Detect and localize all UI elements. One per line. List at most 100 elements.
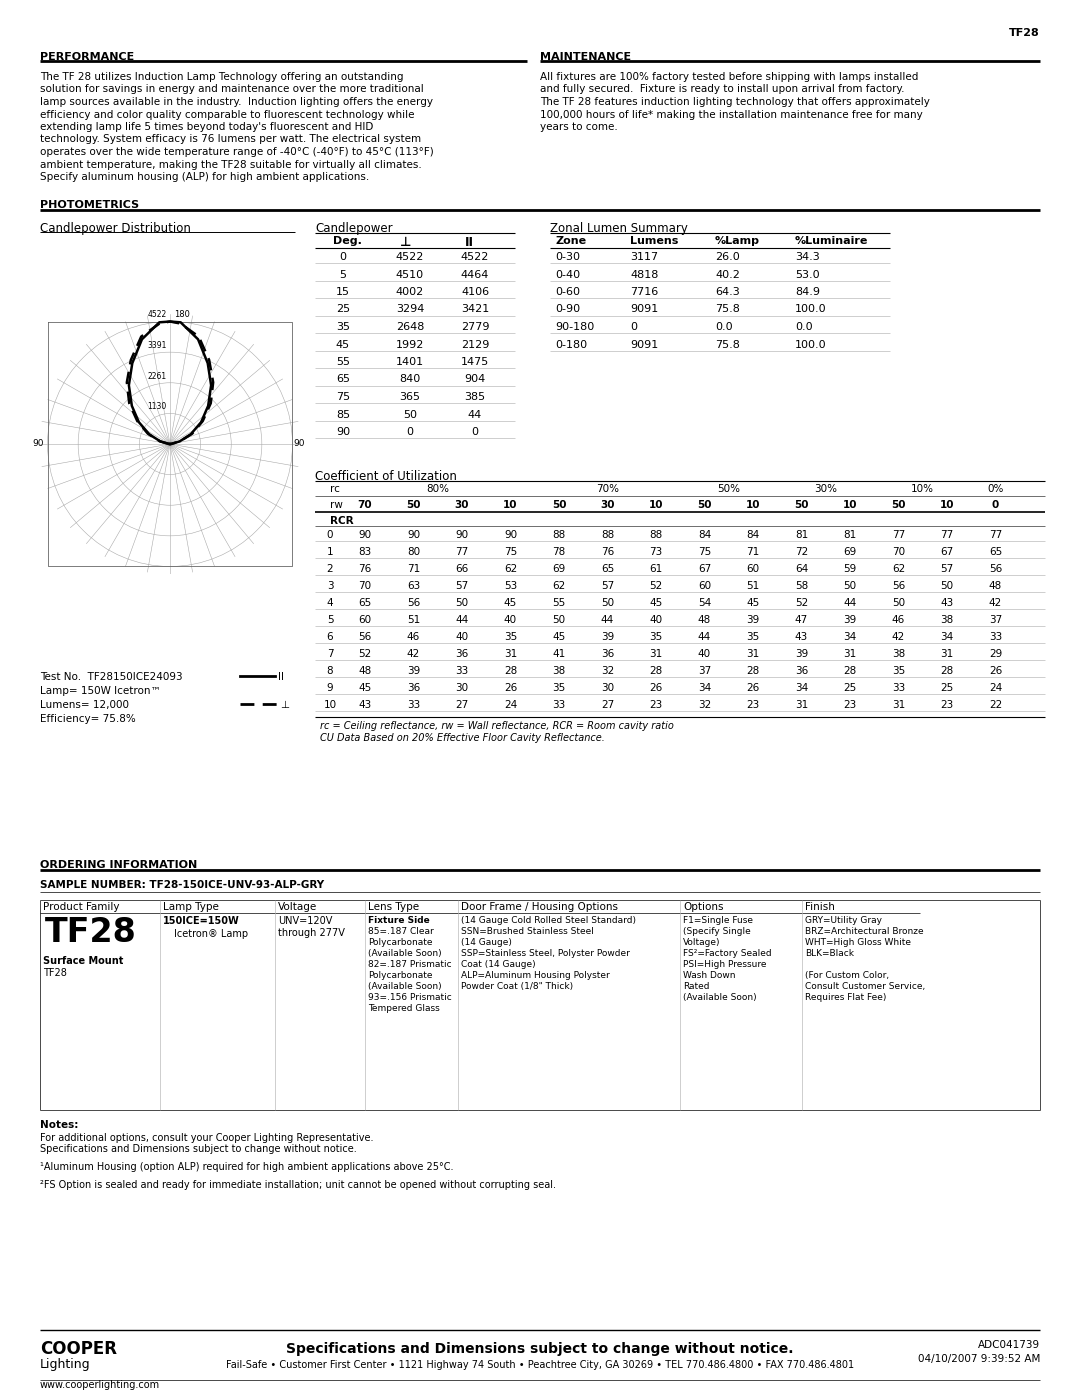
Text: Lamp Type: Lamp Type (163, 902, 219, 912)
Text: 385: 385 (464, 393, 486, 402)
Text: 30: 30 (455, 500, 469, 510)
Text: 40: 40 (698, 650, 711, 659)
Text: Test No.  TF28150ICE24093: Test No. TF28150ICE24093 (40, 672, 183, 682)
Text: ambient temperature, making the TF28 suitable for virtually all climates.: ambient temperature, making the TF28 sui… (40, 159, 422, 169)
Text: 56: 56 (407, 598, 420, 608)
Text: TF28: TF28 (43, 968, 67, 978)
Text: FS²=Factory Sealed: FS²=Factory Sealed (683, 949, 771, 958)
Text: 88: 88 (600, 529, 615, 541)
Text: 28: 28 (504, 666, 517, 676)
Text: 34: 34 (795, 683, 808, 693)
Text: 4510: 4510 (396, 270, 424, 279)
Text: 32: 32 (698, 700, 711, 710)
Text: 42: 42 (892, 631, 905, 643)
Text: 90: 90 (359, 529, 372, 541)
Text: 23: 23 (649, 700, 663, 710)
Text: 75: 75 (336, 393, 350, 402)
Text: 28: 28 (843, 666, 856, 676)
Text: 5: 5 (339, 270, 347, 279)
Text: technology. System efficacy is 76 lumens per watt. The electrical system: technology. System efficacy is 76 lumens… (40, 134, 421, 144)
Text: BRZ=Architectural Bronze: BRZ=Architectural Bronze (805, 928, 923, 936)
Text: (Available Soon): (Available Soon) (368, 949, 442, 958)
Text: 30%: 30% (814, 483, 837, 495)
Text: ALP=Aluminum Housing Polyster: ALP=Aluminum Housing Polyster (461, 971, 610, 981)
Text: 61: 61 (649, 564, 663, 574)
Text: 67: 67 (941, 548, 954, 557)
Text: 04/10/2007 9:39:52 AM: 04/10/2007 9:39:52 AM (918, 1354, 1040, 1363)
Text: 60: 60 (698, 581, 711, 591)
Text: 840: 840 (400, 374, 420, 384)
Text: 31: 31 (649, 650, 663, 659)
Text: 90-180: 90-180 (555, 321, 594, 332)
Text: Lamp= 150W Icetron™: Lamp= 150W Icetron™ (40, 686, 161, 696)
Text: 10: 10 (649, 500, 663, 510)
Text: Coefficient of Utilization: Coefficient of Utilization (315, 469, 457, 483)
Text: All fixtures are 100% factory tested before shipping with lamps installed: All fixtures are 100% factory tested bef… (540, 73, 918, 82)
Text: 52: 52 (649, 581, 663, 591)
Text: 31: 31 (746, 650, 759, 659)
Text: 47: 47 (795, 615, 808, 624)
Text: 10: 10 (503, 500, 517, 510)
Text: 50: 50 (892, 598, 905, 608)
Text: 53: 53 (504, 581, 517, 591)
Text: 4464: 4464 (461, 270, 489, 279)
Text: 33: 33 (407, 700, 420, 710)
Text: 31: 31 (941, 650, 954, 659)
Text: 26: 26 (746, 683, 759, 693)
Text: GRY=Utility Gray: GRY=Utility Gray (805, 916, 882, 925)
Text: 60: 60 (746, 564, 759, 574)
Text: 38: 38 (941, 615, 954, 624)
Text: 85=.187 Clear: 85=.187 Clear (368, 928, 434, 936)
Text: 34: 34 (843, 631, 856, 643)
Text: www.cooperlighting.com: www.cooperlighting.com (40, 1380, 160, 1390)
Text: COOPER: COOPER (40, 1340, 117, 1358)
Text: 31: 31 (504, 650, 517, 659)
Text: 0-30: 0-30 (555, 251, 580, 263)
Text: 41: 41 (552, 650, 566, 659)
Text: 7716: 7716 (630, 286, 658, 298)
Text: 904: 904 (464, 374, 486, 384)
Text: efficiency and color quality comparable to fluorescent technology while: efficiency and color quality comparable … (40, 109, 415, 120)
Text: 50: 50 (552, 500, 566, 510)
Text: 75: 75 (698, 548, 711, 557)
Text: Specifications and Dimensions subject to change without notice.: Specifications and Dimensions subject to… (286, 1343, 794, 1356)
Text: 93=.156 Prismatic: 93=.156 Prismatic (368, 993, 451, 1002)
Text: 3391: 3391 (147, 341, 166, 351)
Text: 65: 65 (359, 598, 372, 608)
Text: 0-90: 0-90 (555, 305, 580, 314)
Text: 27: 27 (600, 700, 615, 710)
Text: 50: 50 (553, 615, 566, 624)
Text: 33: 33 (552, 700, 566, 710)
Text: Door Frame / Housing Options: Door Frame / Housing Options (461, 902, 618, 912)
Text: 31: 31 (892, 700, 905, 710)
Text: 25: 25 (336, 305, 350, 314)
Text: 50: 50 (403, 409, 417, 419)
Text: 56: 56 (359, 631, 372, 643)
Text: 10: 10 (323, 700, 337, 710)
Text: 62: 62 (892, 564, 905, 574)
Text: 69: 69 (552, 564, 566, 574)
Text: PSI=High Pressure: PSI=High Pressure (683, 960, 767, 970)
Text: 51: 51 (746, 581, 759, 591)
Text: 0: 0 (991, 500, 999, 510)
Text: 45: 45 (649, 598, 663, 608)
Text: 5: 5 (326, 615, 334, 624)
Text: 0: 0 (472, 427, 478, 437)
Text: 73: 73 (649, 548, 663, 557)
Text: 26: 26 (649, 683, 663, 693)
Text: 24: 24 (504, 700, 517, 710)
Text: 44: 44 (456, 615, 469, 624)
Text: 90: 90 (336, 427, 350, 437)
Text: 66: 66 (456, 564, 469, 574)
Text: 9091: 9091 (630, 339, 658, 349)
Text: 77: 77 (989, 529, 1002, 541)
Text: 4: 4 (326, 598, 334, 608)
Text: 80: 80 (407, 548, 420, 557)
Text: Icetron® Lamp: Icetron® Lamp (174, 929, 248, 939)
Text: SSP=Stainless Steel, Polyster Powder: SSP=Stainless Steel, Polyster Powder (461, 949, 630, 958)
Text: 38: 38 (892, 650, 905, 659)
Text: 30: 30 (600, 500, 615, 510)
Text: 65: 65 (600, 564, 615, 574)
Text: 32: 32 (600, 666, 615, 676)
Text: 27: 27 (456, 700, 469, 710)
